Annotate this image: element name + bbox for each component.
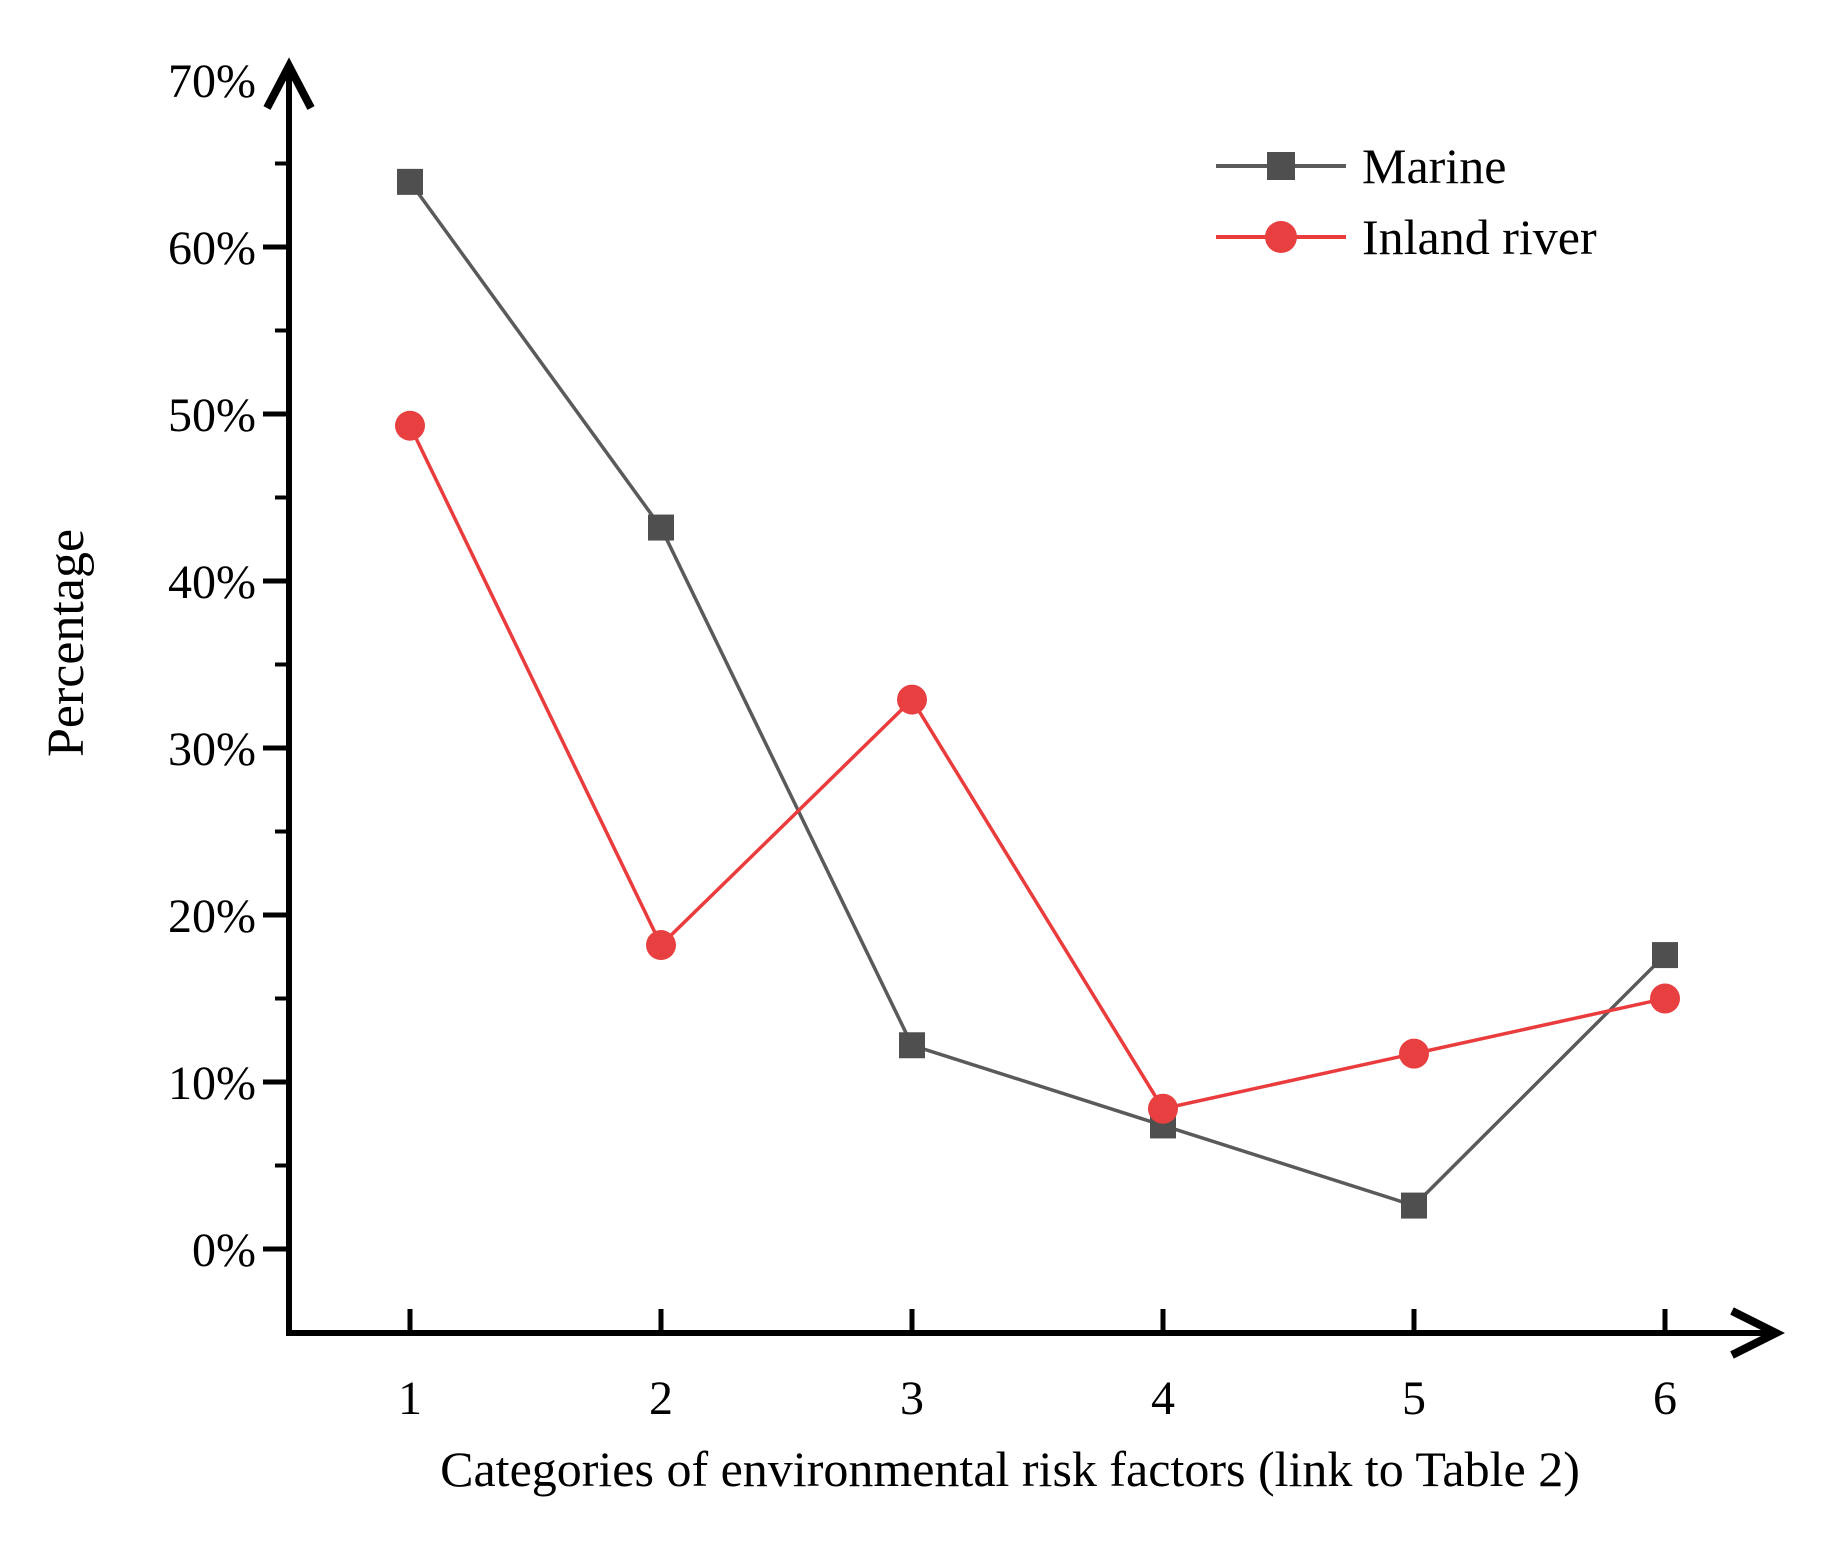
inland-river-point-5 bbox=[1399, 1038, 1429, 1069]
y-tick-label: 40% bbox=[168, 556, 256, 609]
x-axis-arrow bbox=[1730, 1307, 1785, 1359]
inland-river-point-6 bbox=[1650, 983, 1680, 1014]
marine-line bbox=[408, 180, 1667, 1208]
legend-item-marine: Marine bbox=[1216, 138, 1506, 194]
legend-item-inland-river: Inland river bbox=[1216, 209, 1597, 265]
series-inland-river bbox=[395, 410, 1680, 1124]
y-tick-label: 30% bbox=[168, 723, 256, 776]
y-axis-arrow bbox=[263, 57, 315, 110]
series-lines bbox=[395, 168, 1680, 1219]
inland-river-point-1 bbox=[395, 410, 425, 441]
x-tick-label: 4 bbox=[1151, 1372, 1175, 1425]
inland-river-point-4 bbox=[1148, 1093, 1178, 1124]
y-axis: 0% 10% 20% 30% 40% 50% 60% 70% bbox=[168, 55, 315, 1336]
x-tick-label: 2 bbox=[649, 1372, 673, 1425]
y-tick-label: 10% bbox=[168, 1057, 256, 1110]
marine-point-1 bbox=[397, 168, 423, 195]
marine-point-5 bbox=[1401, 1192, 1427, 1219]
y-axis-title: Percentage bbox=[38, 529, 95, 757]
legend-square-marker-icon bbox=[1267, 152, 1295, 180]
y-tick-label: 20% bbox=[168, 890, 256, 943]
legend-label: Inland river bbox=[1362, 209, 1597, 265]
x-tick-label: 5 bbox=[1402, 1372, 1426, 1425]
x-axis: 1 2 3 4 5 6 bbox=[286, 1307, 1785, 1425]
y-tick-label: 50% bbox=[168, 389, 256, 442]
x-tick-label: 1 bbox=[398, 1372, 422, 1425]
marine-point-2 bbox=[648, 514, 674, 541]
y-tick-label: 70% bbox=[168, 55, 256, 108]
legend: Marine Inland river bbox=[1216, 138, 1597, 265]
x-tick-label: 3 bbox=[900, 1372, 924, 1425]
y-tick-label: 0% bbox=[192, 1224, 256, 1277]
x-tick-label: 6 bbox=[1653, 1372, 1677, 1425]
inland-river-point-3 bbox=[897, 684, 927, 715]
legend-label: Marine bbox=[1362, 138, 1506, 194]
series-marine bbox=[397, 168, 1678, 1219]
inland-river-point-2 bbox=[646, 930, 676, 961]
marine-point-6 bbox=[1652, 942, 1678, 969]
marine-point-3 bbox=[899, 1032, 925, 1059]
legend-circle-marker-icon bbox=[1265, 221, 1297, 253]
y-tick-label: 60% bbox=[168, 222, 256, 275]
x-axis-title: Categories of environmental risk factors… bbox=[440, 1441, 1580, 1497]
inland-river-line bbox=[408, 424, 1666, 1111]
